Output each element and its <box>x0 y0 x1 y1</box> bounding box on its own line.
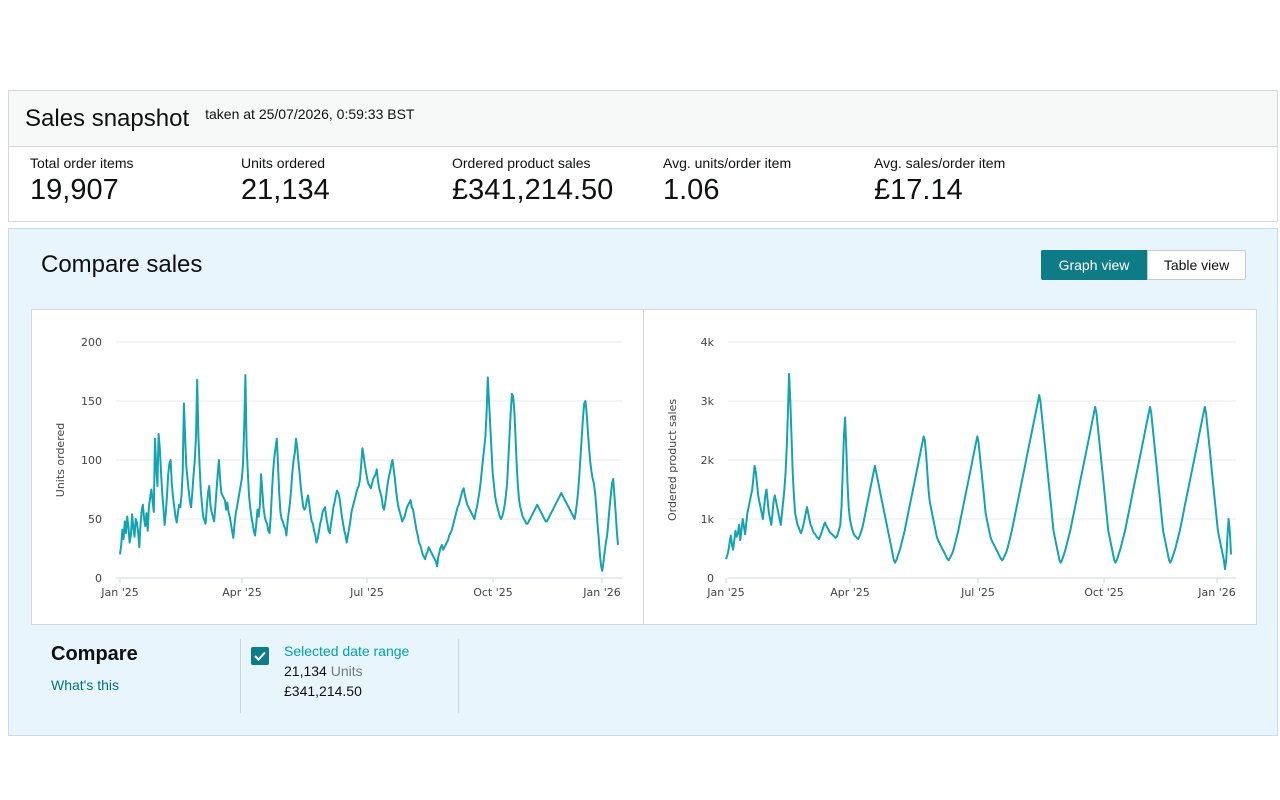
metric-ordered-product-sales: Ordered product sales £341,214.50 <box>452 155 613 207</box>
y-axis-title: Units ordered <box>54 423 67 497</box>
metric-value: £341,214.50 <box>452 174 614 206</box>
metric-label: Avg. sales/order item <box>874 155 1006 171</box>
selected-units-value: 21,134 <box>284 663 327 679</box>
metric-value: £17.14 <box>874 174 963 206</box>
metric-value: 1.06 <box>663 174 720 206</box>
metric-label: Total order items <box>30 155 134 171</box>
compare-sales-title: Compare sales <box>41 251 203 278</box>
checkmark-icon <box>254 651 266 661</box>
x-tick-label: Jul '25 <box>349 586 384 599</box>
table-view-button[interactable]: Table view <box>1147 250 1246 280</box>
graph-view-button[interactable]: Graph view <box>1041 250 1147 280</box>
x-tick-label: Oct '25 <box>473 586 513 599</box>
y-tick-label: 200 <box>81 336 102 349</box>
x-tick-label: Jan '26 <box>1197 586 1235 599</box>
view-toggle: Graph view Table view <box>1041 250 1246 280</box>
y-tick-label: 4k <box>701 336 715 349</box>
snapshot-timestamp: taken at 25/07/2026, 0:59:33 BST <box>205 105 415 122</box>
selected-date-range-label: Selected date range <box>284 643 410 659</box>
metric-value: 19,907 <box>30 174 119 206</box>
x-tick-label: Jan '25 <box>100 586 138 599</box>
compare-heading: Compare <box>51 643 138 665</box>
metric-avg-sales-per-order-item: Avg. sales/order item £17.14 <box>874 155 1005 207</box>
compare-sales-panel: Compare sales Graph view Table view 0 50 1… <box>8 228 1278 736</box>
y-tick-label: 100 <box>81 454 102 467</box>
charts-container: 0 50 100 150 200 Jan '25 Apr '25 Jul '25 Oct '25… <box>31 309 1257 625</box>
chart-divider <box>643 310 644 624</box>
units-ordered-chart: 0 50 100 150 200 Jan '25 Apr '25 Jul '25 Oct '25… <box>54 336 622 599</box>
whats-this-link[interactable]: What's this <box>51 677 120 693</box>
selected-sales: £341,214.50 <box>284 683 362 699</box>
x-tick-label: Apr '25 <box>830 586 870 599</box>
y-axis-title: Ordered product sales <box>666 399 679 521</box>
y-tick-label: 2k <box>701 454 715 467</box>
selected-date-range-checkbox[interactable] <box>251 647 269 665</box>
selected-units: 21,134 Units <box>284 663 363 679</box>
metric-label: Ordered product sales <box>452 155 591 171</box>
x-tick-label: Jan '26 <box>582 586 620 599</box>
x-tick-label: Jan '25 <box>706 586 744 599</box>
metric-label: Avg. units/order item <box>663 155 792 171</box>
metric-units-ordered: Units ordered 21,134 <box>241 155 330 207</box>
y-tick-label: 0 <box>707 572 714 585</box>
sales-snapshot: Sales snapshot taken at 25/07/2026, 0:59… <box>8 90 1278 222</box>
snapshot-metrics: Total order items 19,907 Units ordered 2… <box>9 147 1277 221</box>
divider <box>458 639 459 713</box>
y-tick-label: 1k <box>701 513 715 526</box>
divider <box>240 639 241 713</box>
series-line <box>119 374 619 572</box>
y-tick-label: 0 <box>95 572 102 585</box>
x-tick-label: Jul '25 <box>960 586 995 599</box>
metric-avg-units-per-order-item: Avg. units/order item 1.06 <box>663 155 791 207</box>
x-tick-label: Apr '25 <box>222 586 262 599</box>
series-line <box>725 372 1232 571</box>
snapshot-header: Sales snapshot taken at 25/07/2026, 0:59… <box>9 91 1277 147</box>
y-tick-label: 3k <box>701 395 715 408</box>
y-tick-label: 150 <box>81 395 102 408</box>
snapshot-title: Sales snapshot <box>25 104 190 132</box>
metric-value: 21,134 <box>241 174 330 206</box>
metric-label: Units ordered <box>241 155 326 171</box>
selected-units-suffix: Units <box>330 663 363 679</box>
x-tick-label: Oct '25 <box>1084 586 1124 599</box>
metric-total-order-items: Total order items 19,907 <box>30 155 133 207</box>
ordered-product-sales-chart: 0 1k 2k 3k 4k Jan '25 Apr '25 Jul '25 Oct '25 Jan… <box>666 336 1236 599</box>
compare-legend: Compare What's this Selected date range … <box>31 633 1257 717</box>
y-tick-label: 50 <box>88 513 102 526</box>
